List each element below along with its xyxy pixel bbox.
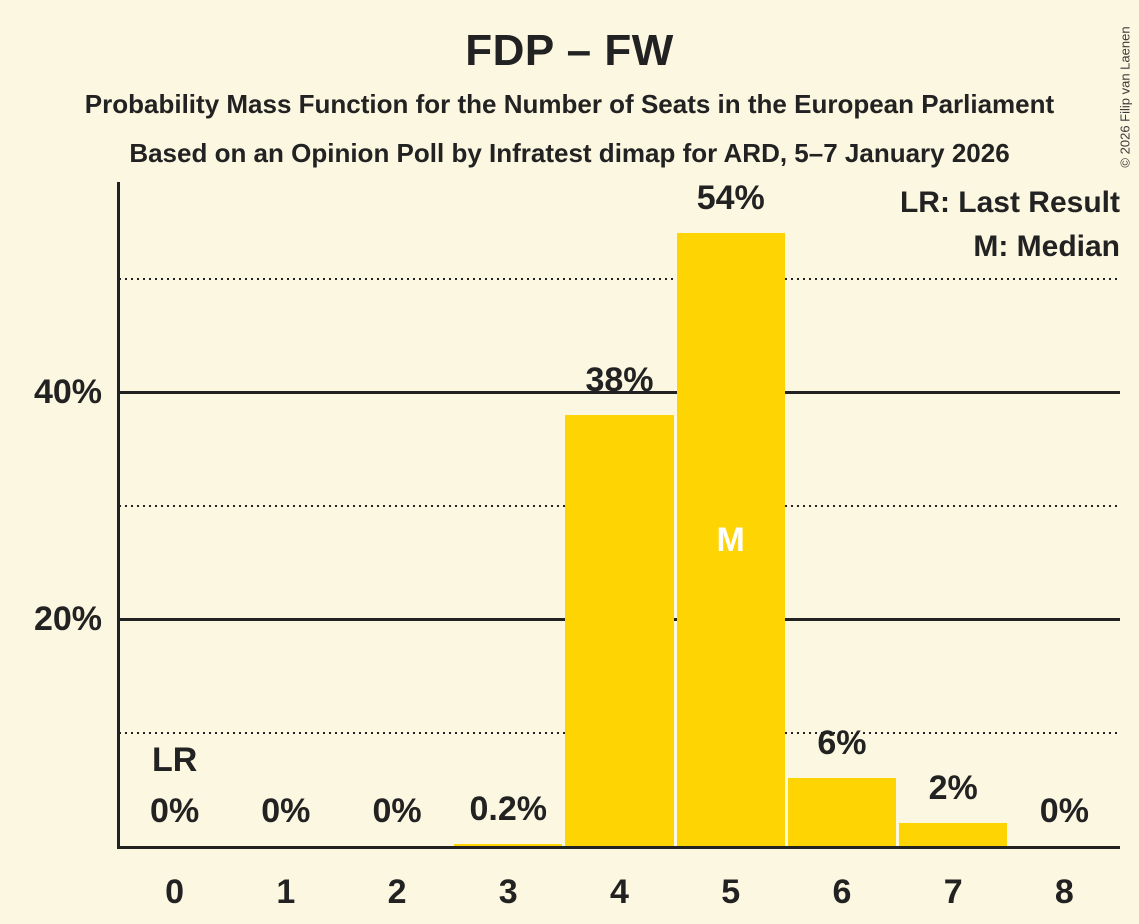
- bar-seat-3: [454, 843, 563, 846]
- x-axis-tick-label-8: 8: [1054, 873, 1074, 911]
- x-axis-tick-label-4: 4: [610, 873, 629, 911]
- bar-value-label-seat-6: 6%: [817, 723, 867, 762]
- bar-seat-7: [899, 823, 1008, 846]
- bar-value-label-seat-0: 0%: [150, 792, 200, 830]
- bar-value-label-seat-1: 0%: [261, 792, 311, 830]
- y-axis-line: [117, 182, 120, 849]
- y-axis-tick-label: 40%: [33, 373, 102, 411]
- x-axis-tick-label-5: 5: [721, 873, 741, 911]
- x-axis-tick-label-3: 3: [498, 873, 518, 911]
- y-axis-tick-label: 20%: [33, 600, 102, 638]
- x-axis-line: [117, 846, 1120, 849]
- x-axis-tick-label-1: 1: [276, 873, 296, 911]
- bar-value-label-seat-7: 2%: [928, 769, 978, 808]
- bar-value-label-seat-4: 38%: [585, 360, 654, 399]
- x-axis-tick-label-2: 2: [387, 873, 407, 911]
- bar-value-label-seat-2: 0%: [372, 792, 422, 830]
- bar-seat-5: [676, 233, 785, 846]
- gridline-dotted-50: [119, 277, 1120, 280]
- legend-median: M: Median: [973, 230, 1120, 263]
- x-axis-tick-label-0: 0: [165, 873, 185, 911]
- chart-source-line: Based on an Opinion Poll by Infratest di…: [129, 138, 1010, 168]
- gridline-solid-40: [119, 391, 1120, 394]
- bar-seat-4: [565, 414, 674, 846]
- median-label: M: [716, 520, 745, 559]
- last-result-label: LR: [151, 741, 198, 779]
- bar-value-label-seat-8: 0%: [1039, 792, 1089, 830]
- legend-last-result: LR: Last Result: [899, 186, 1120, 219]
- x-axis-tick-label-6: 6: [832, 873, 852, 911]
- x-axis-tick-label-7: 7: [943, 873, 963, 911]
- bar-value-label-seat-5: 54%: [696, 179, 765, 218]
- chart-title: FDP – FW: [465, 26, 674, 75]
- chart-subtitle: Probability Mass Function for the Number…: [84, 89, 1055, 119]
- bar-seat-6: [787, 777, 897, 846]
- bar-value-label-seat-3: 0.2%: [469, 789, 548, 828]
